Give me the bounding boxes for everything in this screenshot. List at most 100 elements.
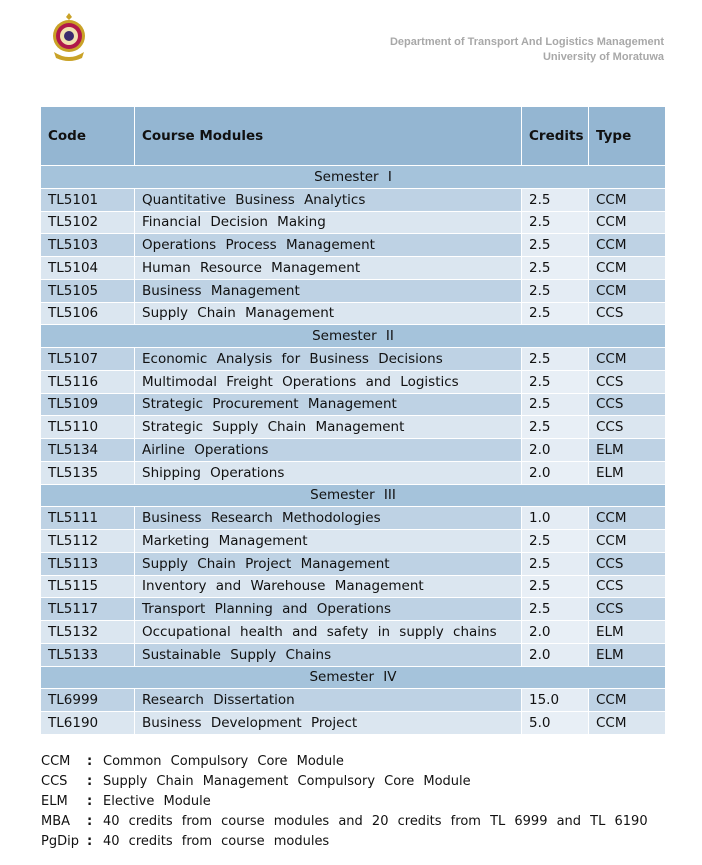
course-credits: 2.5 xyxy=(521,392,589,417)
course-code: TL6190 xyxy=(40,711,135,735)
course-module-name: Strategic Procurement Management xyxy=(134,392,522,417)
header: Department of Transport And Logistics Ma… xyxy=(390,35,664,65)
course-credits: 2.5 xyxy=(521,256,589,280)
course-module-name: Sustainable Supply Chains xyxy=(134,642,522,667)
course-module-name: Business Research Methodologies xyxy=(134,506,522,530)
course-table-body: Semester I TL5101 Quantitative Business An… xyxy=(40,165,666,735)
course-type: CCM xyxy=(588,711,666,735)
table-row: TL5103 Operations Process Management 2.5 CC… xyxy=(40,233,666,257)
legend-item: ELM: Elective Module xyxy=(41,792,648,812)
table-row: TL5106 Supply Chain Management 2.5 CCS xyxy=(40,301,666,326)
legend-description: 40 credits from course modules and 20 cr… xyxy=(103,814,648,829)
course-code: TL5104 xyxy=(40,256,135,280)
course-code: TL5110 xyxy=(40,415,135,439)
course-module-name: Business Development Project xyxy=(134,711,522,735)
table-row: TL5111 Business Research Methodologies 1.0… xyxy=(40,506,666,530)
department-name: Department of Transport And Logistics Ma… xyxy=(389,36,664,48)
course-credits: 2.5 xyxy=(521,574,589,599)
course-credits: 2.0 xyxy=(521,460,589,485)
table-header-row: Code Course Modules Credits Type xyxy=(40,106,666,166)
course-type: CCM xyxy=(588,233,666,257)
course-type: CCS xyxy=(588,597,666,621)
course-code: TL5115 xyxy=(40,574,135,599)
column-header-course-modules: Course Modules xyxy=(134,106,522,166)
course-module-name: Supply Chain Project Management xyxy=(134,551,522,576)
legend-separator: : xyxy=(87,794,93,809)
course-type: ELM xyxy=(588,620,666,644)
course-type: ELM xyxy=(588,438,666,462)
semester-title: Semester II xyxy=(40,324,666,348)
table-row: TL5135 Shipping Operations 2.0 ELM xyxy=(40,460,666,485)
semester-row: Semester I xyxy=(40,165,666,189)
course-type: CCM xyxy=(588,256,666,280)
university-name: University of Moratuwa xyxy=(542,51,664,63)
course-type: CCS xyxy=(588,301,666,326)
course-credits: 2.5 xyxy=(521,551,589,576)
course-module-name: Research Dissertation xyxy=(134,688,522,712)
course-module-name: Supply Chain Management xyxy=(134,301,522,326)
course-type: CCM xyxy=(588,278,666,303)
course-credits: 2.5 xyxy=(521,233,589,257)
course-code: TL6999 xyxy=(40,688,135,712)
legend-description: Elective Module xyxy=(103,794,211,809)
course-type: CCM xyxy=(588,506,666,530)
legend-separator: : xyxy=(87,834,93,849)
table-row: TL5102 Financial Decision Making 2.5 CCM xyxy=(40,210,666,235)
table-row: TL6190 Business Development Project 5.0 CCM xyxy=(40,711,666,735)
course-code: TL5113 xyxy=(40,551,135,576)
table-row: TL5104 Human Resource Management 2.5 CCM xyxy=(40,256,666,280)
course-module-name: Human Resource Management xyxy=(134,256,522,280)
table-row: TL5116 Multimodal Freight Operations and … xyxy=(40,369,666,394)
course-code: TL5134 xyxy=(40,438,135,462)
table-row: TL5107 Economic Analysis for Business Dec… xyxy=(40,347,666,371)
course-type: CCS xyxy=(588,551,666,576)
semester-row: Semester IV xyxy=(40,665,666,690)
legend-separator: : xyxy=(87,814,93,829)
table-row: TL5112 Marketing Management 2.5 CCM xyxy=(40,529,666,553)
course-credits: 2.5 xyxy=(521,301,589,326)
table-row: TL5109 Strategic Procurement Management 2.… xyxy=(40,392,666,417)
legend-abbreviation: PgDip xyxy=(41,834,79,849)
table-row: TL6999 Research Dissertation 15.0 CCM xyxy=(40,688,666,712)
course-credits: 2.0 xyxy=(521,642,589,667)
course-code: TL5109 xyxy=(40,392,135,417)
course-module-name: Shipping Operations xyxy=(134,460,522,485)
table-row: TL5105 Business Management 2.5 CCM xyxy=(40,278,666,303)
course-type: CCS xyxy=(588,392,666,417)
semester-title: Semester IV xyxy=(40,665,666,690)
course-type: CCS xyxy=(588,369,666,394)
course-credits: 2.5 xyxy=(521,210,589,235)
course-type: CCM xyxy=(588,529,666,553)
course-module-name: Transport Planning and Operations xyxy=(134,597,522,621)
course-module-name: Strategic Supply Chain Management xyxy=(134,415,522,439)
course-module-name: Occupational health and safety in supply… xyxy=(134,620,522,644)
legend: CCM: Common Compulsory Core Module CCS: Sup… xyxy=(41,752,648,852)
column-header-code: Code xyxy=(40,106,135,166)
course-type: CCM xyxy=(588,347,666,371)
table-row: TL5101 Quantitative Business Analytics 2.5… xyxy=(40,187,666,212)
course-credits: 2.5 xyxy=(521,597,589,621)
legend-description: Common Compulsory Core Module xyxy=(103,754,344,769)
course-module-name: Financial Decision Making xyxy=(134,210,522,235)
course-code: TL5111 xyxy=(40,506,135,530)
legend-description: Supply Chain Management Compulsory Core … xyxy=(103,774,471,789)
course-module-name: Quantitative Business Analytics xyxy=(134,187,522,212)
course-type: CCS xyxy=(588,415,666,439)
course-credits: 2.0 xyxy=(521,438,589,462)
legend-separator: : xyxy=(87,774,93,789)
course-code: TL5107 xyxy=(40,347,135,371)
legend-abbreviation: MBA xyxy=(41,814,71,829)
course-code: TL5112 xyxy=(40,529,135,553)
legend-abbreviation: CCS xyxy=(41,774,68,789)
course-type: CCM xyxy=(588,187,666,212)
course-type: CCS xyxy=(588,574,666,599)
course-type: ELM xyxy=(588,642,666,667)
table-row: TL5110 Strategic Supply Chain Management 2… xyxy=(40,415,666,439)
course-code: TL5117 xyxy=(40,597,135,621)
course-type: CCM xyxy=(588,210,666,235)
course-code: TL5102 xyxy=(40,210,135,235)
course-credits: 5.0 xyxy=(521,711,589,735)
legend-item: CCS: Supply Chain Management Compulsory C… xyxy=(41,772,648,792)
course-credits: 2.5 xyxy=(521,278,589,303)
legend-abbreviation: CCM xyxy=(41,754,71,769)
